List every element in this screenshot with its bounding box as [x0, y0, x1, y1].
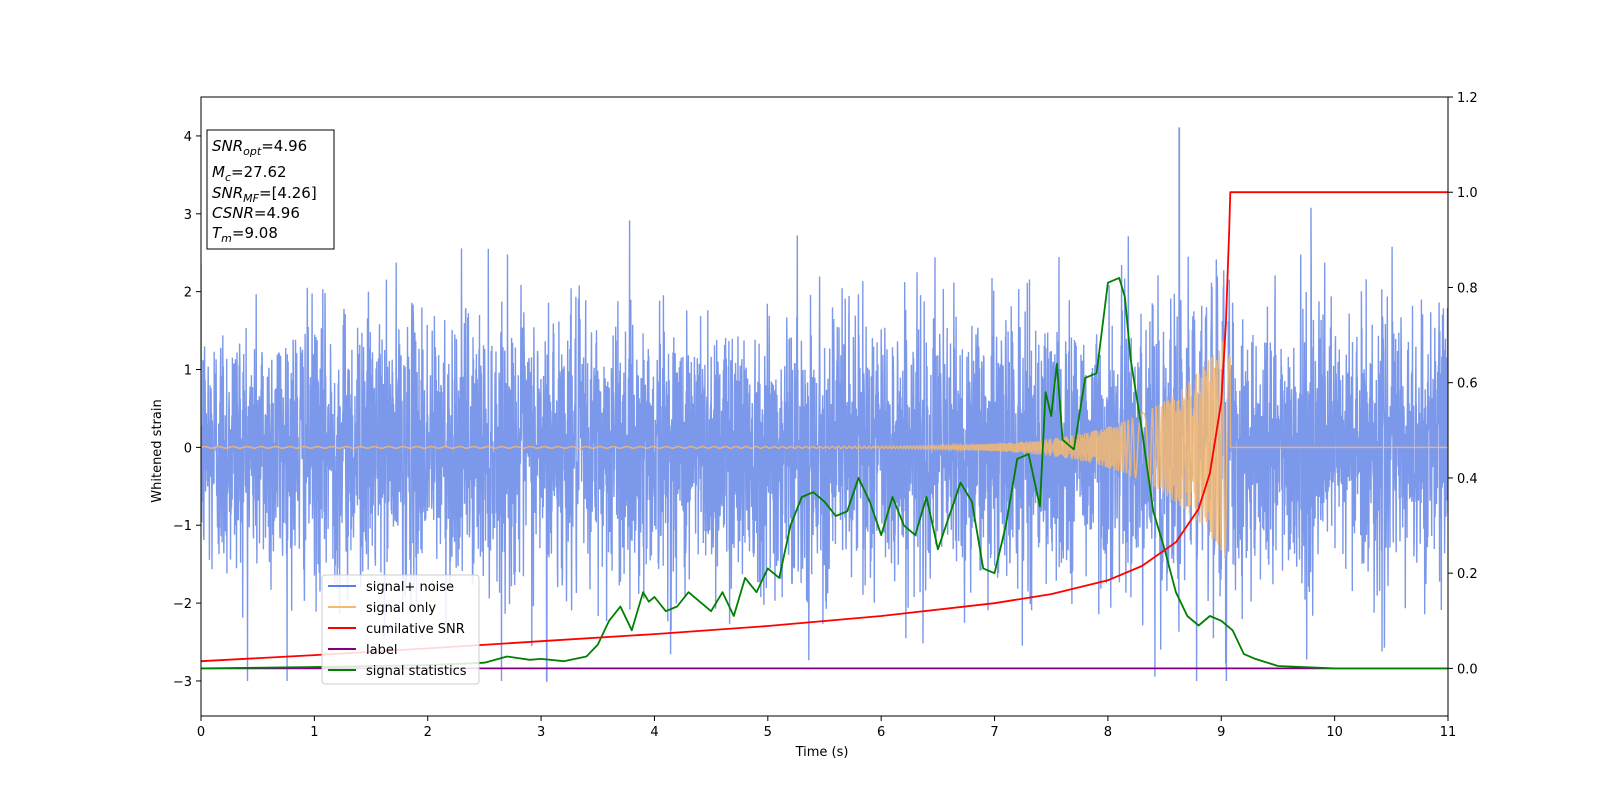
y2-tick-label: 1.2 — [1457, 91, 1478, 106]
x-tick-label: 3 — [537, 725, 545, 740]
legend-item: label — [328, 643, 397, 658]
legend-label: signal+ noise — [366, 580, 454, 595]
y-tick-label: 4 — [184, 130, 192, 145]
y2-tick-label: 0.0 — [1457, 662, 1478, 677]
y-axis-left: −3 −2 −1 0 1 2 3 4 — [173, 130, 201, 690]
tm-text: Tm=9.08 — [212, 224, 278, 245]
x-tick-label: 0 — [197, 725, 205, 740]
legend-item: signal statistics — [328, 664, 467, 679]
csnr-text: CSNR=4.96 — [212, 204, 300, 222]
x-tick-label: 6 — [877, 725, 885, 740]
x-tick-label: 9 — [1217, 725, 1225, 740]
series-signal-noise — [201, 127, 1448, 682]
series-cumulative-snr — [201, 191, 1448, 663]
legend-item: signal+ noise — [328, 580, 454, 595]
y-axis-label: Whitened strain — [150, 399, 165, 502]
y2-tick-label: 1.0 — [1457, 186, 1478, 201]
y2-tick-label: 0.2 — [1457, 567, 1478, 582]
y-tick-label: −2 — [173, 597, 192, 612]
y-tick-label: 1 — [184, 364, 192, 379]
y-tick-label: 0 — [184, 441, 192, 456]
legend-label: label — [366, 643, 397, 658]
legend-frame — [321, 574, 480, 685]
snr-mf-text: SNRMF=[4.26] — [212, 184, 317, 205]
x-tick-label: 10 — [1326, 725, 1343, 740]
info-box-frame — [206, 129, 335, 250]
x-tick-label: 1 — [310, 725, 318, 740]
y-tick-label: 2 — [184, 286, 192, 301]
info-box: SNRopt=4.96 Mc=27.62 SNRMF=[4.26] CSNR=4… — [206, 129, 335, 250]
legend-label: cumilative SNR — [366, 622, 465, 637]
y-axis-right: 0.0 0.2 0.4 0.6 0.8 1.0 1.2 — [1448, 91, 1478, 677]
series-signal-statistics — [201, 276, 1448, 670]
x-tick-label: 4 — [650, 725, 658, 740]
legend-item: cumilative SNR — [328, 622, 465, 637]
x-tick-label: 7 — [990, 725, 998, 740]
x-tick-label: 5 — [764, 725, 772, 740]
x-tick-label: 2 — [424, 725, 432, 740]
mc-text: Mc=27.62 — [212, 163, 287, 184]
x-tick-label: 11 — [1440, 725, 1457, 740]
y2-tick-label: 0.8 — [1457, 281, 1478, 296]
y2-tick-label: 0.4 — [1457, 472, 1478, 487]
x-tick-label: 8 — [1104, 725, 1112, 740]
legend: signal+ noise signal only cumilative SNR… — [321, 574, 480, 685]
y2-tick-label: 0.6 — [1457, 377, 1478, 392]
snr-opt-text: SNRopt=4.96 — [212, 137, 307, 158]
legend-label: signal statistics — [366, 664, 467, 679]
x-axis-label: Time (s) — [795, 745, 849, 760]
y-tick-label: −1 — [173, 519, 192, 534]
legend-label: signal only — [366, 601, 436, 616]
legend-item: signal only — [328, 601, 436, 616]
plot-frame — [200, 96, 1449, 717]
y-tick-label: 3 — [184, 208, 192, 223]
y-tick-label: −3 — [173, 675, 192, 690]
x-axis: 0 1 2 3 4 5 6 7 8 9 10 11 — [197, 716, 1456, 740]
series-signal-only — [201, 341, 1448, 557]
